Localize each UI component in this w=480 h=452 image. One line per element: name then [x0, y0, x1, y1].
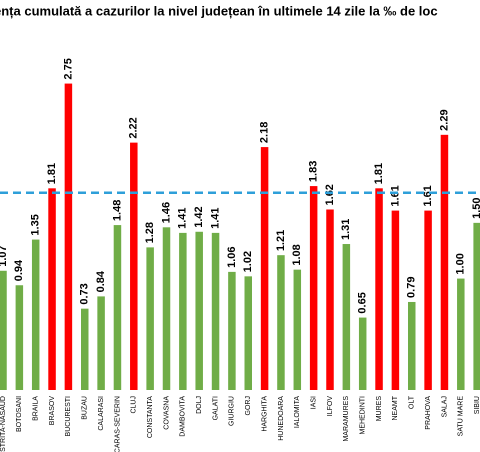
x-tick-label: DOLJ	[196, 396, 203, 414]
value-label: 0.84	[95, 270, 107, 292]
value-label: 1.81	[373, 163, 385, 184]
x-tick-label: GIURGIU	[229, 396, 236, 426]
x-tick-label: BUZAU	[82, 396, 89, 420]
x-tick-label: MEHEDINTI	[360, 396, 367, 435]
bar	[277, 255, 285, 390]
bar	[228, 271, 236, 390]
value-label: 1.35	[30, 214, 42, 235]
x-tick-label: CALARASI	[98, 396, 105, 431]
value-label: 1.83	[308, 161, 320, 182]
value-label: 2.29	[438, 109, 450, 130]
x-tick-label: SALAJ	[441, 396, 448, 417]
bar	[457, 278, 465, 390]
value-label: 1.08	[291, 244, 303, 265]
x-tick-label: COVASNA	[163, 396, 170, 430]
bar	[473, 222, 480, 390]
value-label: 1.81	[46, 163, 58, 184]
bar	[408, 301, 416, 390]
value-label: 1.07	[0, 245, 9, 266]
bar	[244, 276, 252, 390]
bar	[195, 231, 203, 390]
x-tick-label: BISTRITA-NASAUD	[0, 396, 7, 452]
value-label: 1.06	[226, 246, 238, 267]
bar	[293, 269, 302, 390]
chart-title: ența cumulată a cazurilor la nivel județ…	[0, 3, 438, 18]
bar	[211, 232, 220, 390]
x-tick-label: BUCURESTI	[65, 396, 72, 437]
x-tick-label: SATU MARE	[458, 396, 465, 437]
bar	[309, 186, 318, 390]
value-label: 1.41	[209, 207, 221, 228]
value-label: 1.46	[160, 202, 172, 223]
bar	[342, 244, 351, 390]
value-label: 0.94	[13, 259, 25, 281]
bar	[326, 209, 334, 390]
x-tick-label: BRAILA	[33, 396, 40, 421]
bar	[81, 308, 89, 390]
x-tick-label: OLT	[409, 395, 416, 409]
x-tick-label: BOTOSANI	[16, 396, 23, 432]
value-label: 1.21	[275, 230, 287, 251]
value-label: 1.00	[455, 253, 467, 274]
value-label: 1.48	[111, 200, 123, 221]
x-tick-label: GORJ	[245, 396, 252, 415]
value-label: 0.79	[406, 277, 418, 298]
value-label: 1.28	[144, 222, 156, 243]
value-label: 2.22	[128, 117, 140, 138]
bar	[179, 232, 187, 390]
bar	[358, 317, 367, 390]
value-label: 1.42	[193, 206, 205, 227]
bar	[0, 270, 7, 390]
bar	[424, 210, 432, 390]
value-label: 1.31	[340, 219, 352, 240]
bar	[48, 188, 56, 390]
value-label: 1.02	[242, 251, 254, 272]
bar	[31, 239, 40, 390]
x-tick-label: IALOMITA	[294, 396, 301, 428]
bar	[130, 142, 138, 390]
bar	[260, 147, 269, 390]
value-label: 2.75	[62, 58, 74, 79]
x-tick-label: DAMBOVITA	[180, 396, 187, 437]
value-label: 0.73	[79, 283, 91, 304]
bar	[146, 247, 154, 390]
x-tick-label: PRAHOVA	[425, 396, 432, 430]
bar	[64, 83, 73, 391]
x-tick-label: CONSTANTA	[147, 396, 154, 438]
value-label: 2.18	[259, 122, 271, 143]
x-tick-label: BRASOV	[49, 396, 56, 426]
bar	[440, 134, 449, 390]
x-tick-label: GALATI	[212, 396, 219, 420]
value-label: 1.50	[471, 197, 480, 218]
x-tick-label: NEAMT	[392, 395, 399, 420]
x-tick-label: HARGHITA	[261, 396, 268, 432]
bar	[97, 296, 105, 390]
bar	[375, 188, 383, 390]
value-label: 1.61	[422, 185, 434, 206]
value-label: 1.61	[389, 185, 401, 206]
x-tick-label: MURES	[376, 396, 383, 422]
bar	[15, 285, 24, 390]
bar	[162, 227, 171, 390]
x-tick-label: IASI	[310, 396, 317, 409]
x-tick-label: MARAMURES	[343, 396, 350, 442]
x-tick-label: HUNEDOARA	[278, 396, 285, 441]
value-label: 1.62	[324, 184, 336, 205]
value-label: 0.65	[357, 292, 369, 313]
bar	[113, 225, 122, 390]
x-tick-label: SIBIU	[474, 396, 480, 414]
bar	[391, 210, 400, 390]
x-tick-label: CARAS-SEVERIN	[114, 396, 121, 452]
value-label: 1.41	[177, 207, 189, 228]
x-tick-label: ILFOV	[327, 396, 334, 417]
x-tick-label: CLUJ	[131, 396, 138, 414]
